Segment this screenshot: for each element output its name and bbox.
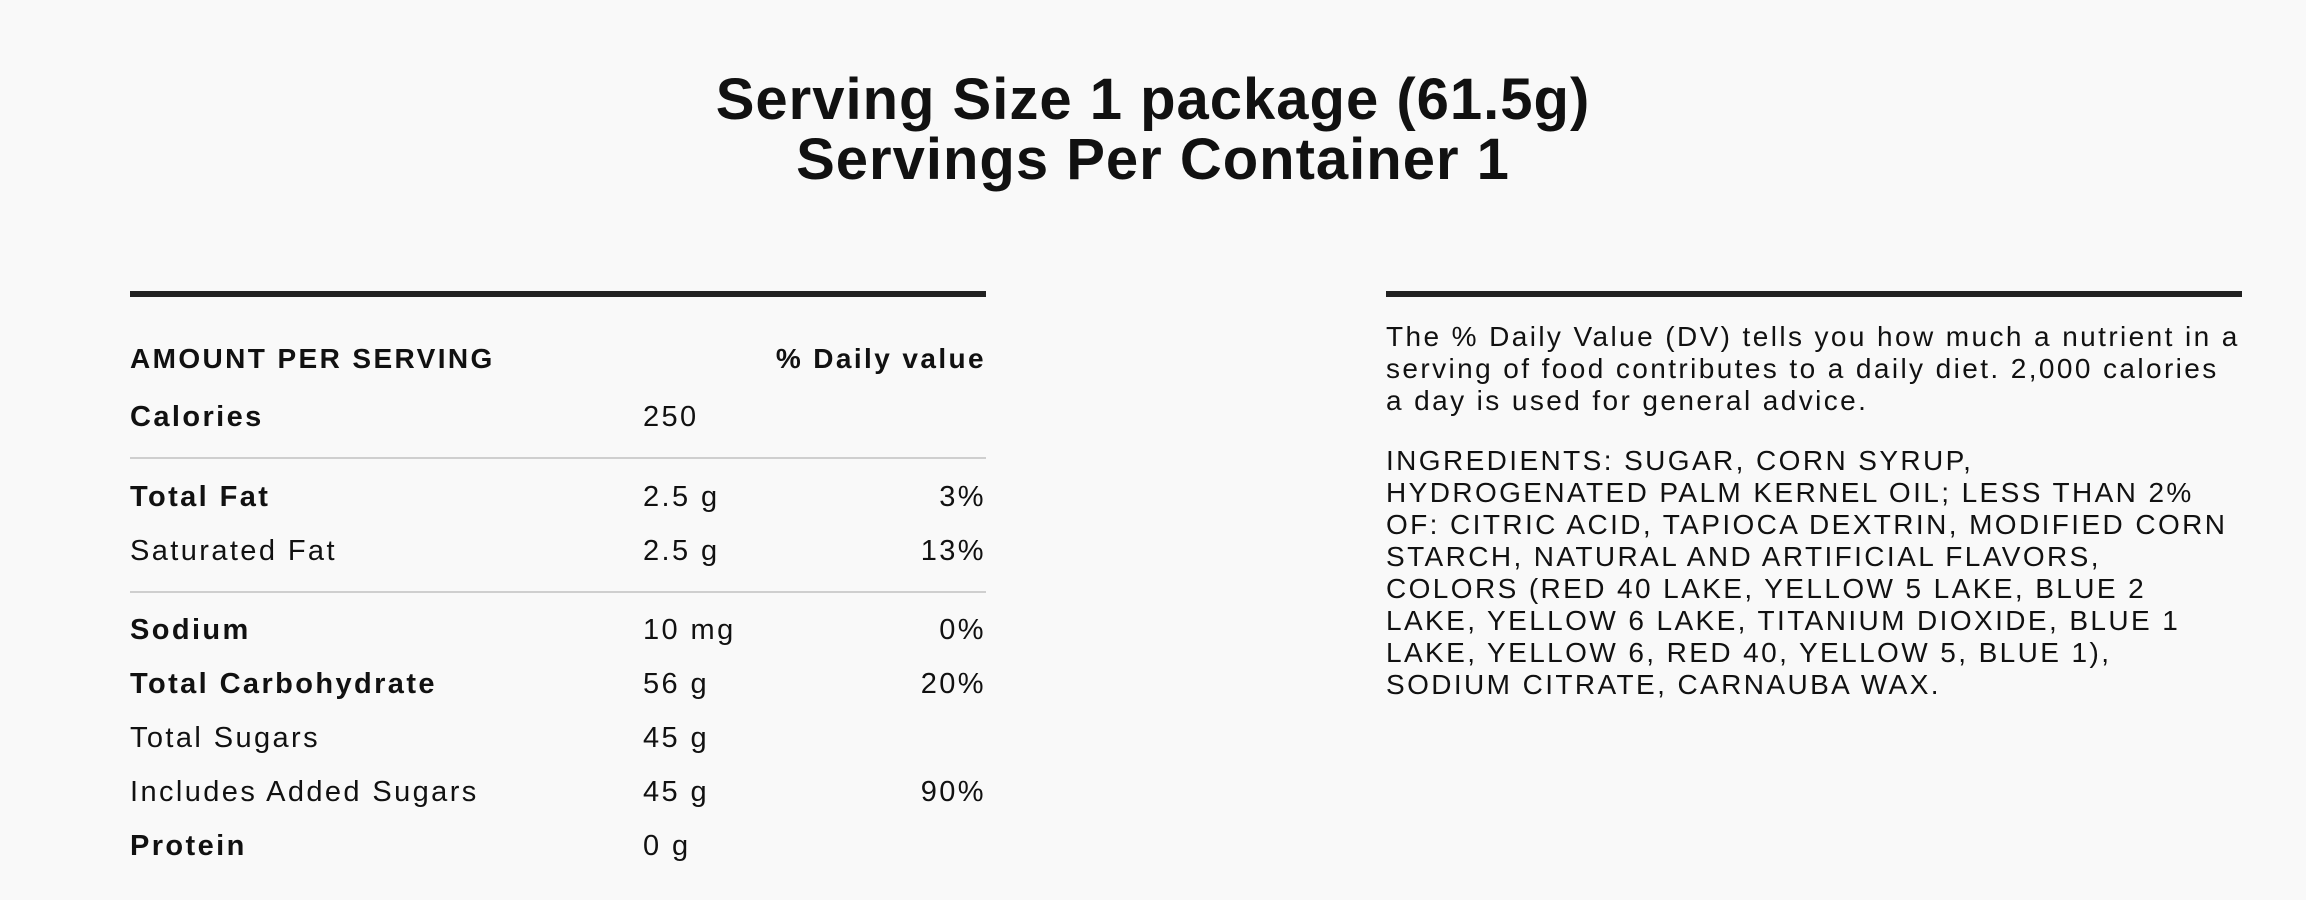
nutrient-daily-value: 3% xyxy=(939,481,986,513)
amount-per-serving-heading: AMOUNT PER SERVING xyxy=(130,343,495,374)
servings-per-container-title: Servings Per Container 1 xyxy=(796,127,1510,192)
nutrient-name: Total Fat xyxy=(130,481,271,513)
nutrient-daily-value: 13% xyxy=(920,535,986,567)
nutrient-name: Saturated Fat xyxy=(130,535,337,567)
nutrient-row-added-sugars: Includes Added Sugars 45 g 90% xyxy=(130,776,986,816)
daily-value-heading: % Daily value xyxy=(775,343,986,374)
nutrient-amount: 56 g xyxy=(643,668,710,700)
info-panel: The % Daily Value (DV) tells you how muc… xyxy=(1386,291,2242,700)
serving-size-title: Serving Size 1 package (61.5g) xyxy=(715,67,1591,132)
nutrient-name: Calories xyxy=(130,401,264,433)
nutrition-facts-table: AMOUNT PER SERVING % Daily value Calorie… xyxy=(130,291,986,862)
nutrient-amount: 45 g xyxy=(643,776,710,808)
serving-header: Serving Size 1 package (61.5g) Servings … xyxy=(0,70,2306,190)
daily-value-note: The % Daily Value (DV) tells you how muc… xyxy=(1386,321,2240,416)
nutrient-amount: 0 g xyxy=(643,830,691,862)
nutrient-daily-value: 20% xyxy=(920,668,986,700)
nutrient-row-total-carbohydrate: Total Carbohydrate 56 g 20% xyxy=(130,668,986,708)
nutrient-amount: 10 mg xyxy=(643,614,736,646)
nutrient-amount: 250 xyxy=(643,401,699,433)
nutrient-name: Sodium xyxy=(130,614,251,646)
facts-table-header: AMOUNT PER SERVING % Daily value xyxy=(130,343,986,375)
nutrient-row-total-sugars: Total Sugars 45 g xyxy=(130,722,986,762)
row-divider xyxy=(130,591,986,593)
nutrient-name: Total Carbohydrate xyxy=(130,668,437,700)
nutrient-row-sodium: Sodium 10 mg 0% xyxy=(130,614,986,654)
nutrient-row-calories: Calories 250 xyxy=(130,401,986,441)
row-divider xyxy=(130,457,986,459)
nutrient-row-total-fat: Total Fat 2.5 g 3% xyxy=(130,481,986,521)
nutrient-amount: 2.5 g xyxy=(643,481,720,513)
nutrient-name: Total Sugars xyxy=(130,722,320,754)
nutrient-daily-value: 90% xyxy=(920,776,986,808)
ingredients-list: INGREDIENTS: SUGAR, CORN SYRUP, HYDROGEN… xyxy=(1386,445,2228,700)
nutrient-name: Includes Added Sugars xyxy=(130,776,479,808)
nutrient-amount: 45 g xyxy=(643,722,710,754)
nutrient-row-saturated-fat: Saturated Fat 2.5 g 13% xyxy=(130,535,986,575)
nutrient-daily-value: 0% xyxy=(939,614,986,646)
nutrient-name: Protein xyxy=(130,830,247,862)
nutrient-row-protein: Protein 0 g xyxy=(130,830,986,870)
nutrient-amount: 2.5 g xyxy=(643,535,720,567)
